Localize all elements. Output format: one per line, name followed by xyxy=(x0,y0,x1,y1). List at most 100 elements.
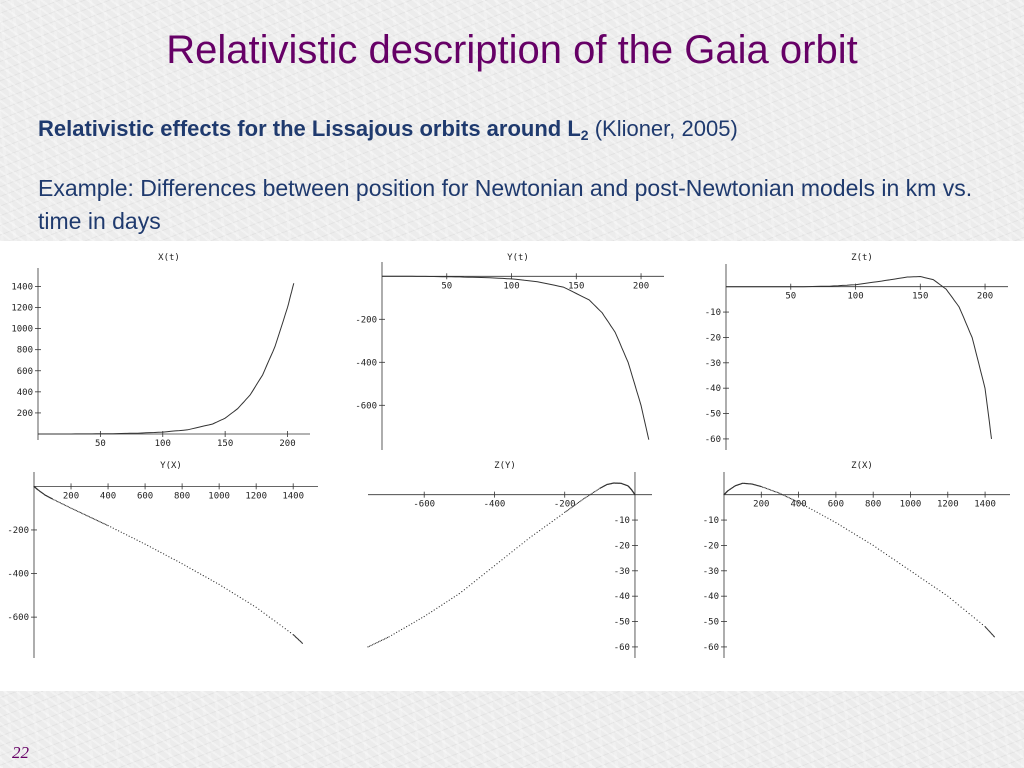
series-point xyxy=(163,553,165,555)
series-point xyxy=(590,493,592,495)
series-point xyxy=(544,526,546,528)
series-point xyxy=(596,489,598,491)
series-point xyxy=(376,642,378,644)
series-point xyxy=(819,513,821,515)
series-point xyxy=(920,577,922,579)
series-point xyxy=(391,634,393,636)
x-tick-label: 50 xyxy=(785,292,796,302)
series-point xyxy=(82,513,84,515)
series-point xyxy=(370,644,372,647)
series-point xyxy=(979,621,981,623)
y-tick-label: -10 xyxy=(703,516,719,526)
series-point xyxy=(576,502,578,504)
series-point xyxy=(843,526,845,529)
series-point xyxy=(893,559,896,561)
y-tick-label: -50 xyxy=(705,410,721,420)
series-point xyxy=(83,513,85,515)
series-point xyxy=(811,508,813,511)
series-point xyxy=(229,590,231,592)
series-point xyxy=(524,541,526,543)
series-point xyxy=(478,577,480,579)
series-point xyxy=(205,576,207,578)
series-point xyxy=(67,506,69,508)
x-tick-label: 1400 xyxy=(974,500,996,510)
series-line xyxy=(38,283,295,435)
series-point xyxy=(909,570,912,572)
series-point xyxy=(466,587,468,589)
series-point xyxy=(501,559,503,561)
series-point xyxy=(428,612,430,614)
series-point xyxy=(787,496,789,498)
series-point xyxy=(774,490,776,493)
series-point xyxy=(869,543,872,545)
series-point xyxy=(234,593,236,595)
series-point xyxy=(891,557,893,559)
series-point xyxy=(98,520,100,522)
series-point xyxy=(401,628,403,631)
series-point xyxy=(118,530,120,532)
series-point xyxy=(577,501,580,504)
series-point xyxy=(575,503,577,505)
series-point xyxy=(393,633,395,635)
series-point xyxy=(549,522,551,524)
series-point xyxy=(77,510,79,512)
series-point xyxy=(58,501,60,503)
series-point xyxy=(92,518,95,520)
series-point xyxy=(79,511,81,514)
series-point xyxy=(406,626,408,628)
series-point xyxy=(534,533,536,535)
y-tick-label: -40 xyxy=(614,592,630,602)
series-point xyxy=(595,490,597,492)
series-point xyxy=(184,564,186,566)
x-tick-label: 1200 xyxy=(245,491,267,501)
series-point xyxy=(242,598,244,600)
series-point xyxy=(468,585,470,587)
chart-title: Z(t) xyxy=(851,253,873,263)
y-tick-label: 200 xyxy=(17,409,33,419)
series-point xyxy=(120,531,122,533)
x-tick-label: 150 xyxy=(217,439,233,449)
y-tick-label: -50 xyxy=(614,618,630,628)
series-point xyxy=(289,632,292,634)
series-point xyxy=(591,492,593,494)
series-point xyxy=(373,643,375,645)
series-point xyxy=(766,487,768,490)
series-point xyxy=(574,504,576,506)
x-tick-label: 100 xyxy=(155,439,171,449)
series-point xyxy=(403,627,405,629)
series-point xyxy=(53,499,55,501)
series-point xyxy=(947,595,949,597)
series-point xyxy=(768,488,770,491)
series-point xyxy=(925,581,928,583)
series-point xyxy=(155,549,157,551)
series-point xyxy=(73,508,75,510)
series-point xyxy=(192,569,194,571)
series-point xyxy=(859,536,861,538)
series-point xyxy=(123,532,125,535)
series-point xyxy=(380,639,383,641)
series-point xyxy=(396,631,398,633)
subtitle-bold: Relativistic effects for the Lissajous o… xyxy=(38,116,581,141)
y-tick-label: -30 xyxy=(614,567,630,577)
plots-panel xyxy=(0,241,1024,691)
x-tick-label: 150 xyxy=(912,292,928,302)
x-tick-label: 1000 xyxy=(900,500,922,510)
y-tick-label: 1400 xyxy=(11,282,33,292)
series-point xyxy=(949,597,951,599)
x-tick-label: 50 xyxy=(95,439,106,449)
series-point xyxy=(832,520,834,522)
series-point xyxy=(570,507,572,509)
x-tick-label: 1200 xyxy=(937,500,959,510)
series-point xyxy=(443,602,445,604)
series-point xyxy=(566,510,568,512)
series-point xyxy=(853,533,856,535)
series-point xyxy=(107,525,109,527)
series-point xyxy=(88,516,91,518)
x-tick-label: 800 xyxy=(174,491,190,501)
series-point xyxy=(99,521,101,523)
series-point xyxy=(388,636,390,638)
series-point xyxy=(141,542,143,544)
series-point xyxy=(993,636,995,638)
series-point xyxy=(287,630,289,632)
series-point xyxy=(78,511,80,513)
